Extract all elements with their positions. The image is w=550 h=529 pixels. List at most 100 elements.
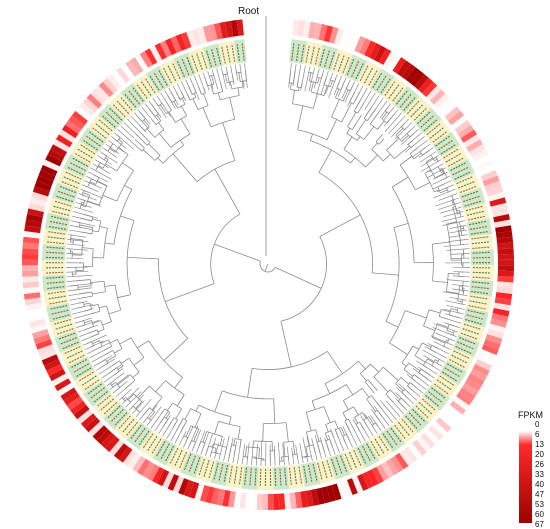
tree-leaf-branch bbox=[444, 317, 462, 324]
heatmap-cell bbox=[154, 43, 167, 60]
tree-leaf-branch bbox=[438, 193, 458, 201]
tree-leaf-branch bbox=[386, 395, 404, 414]
leaf-label bbox=[96, 394, 111, 408]
leaf-label bbox=[98, 118, 113, 132]
tree-branch bbox=[176, 394, 185, 407]
tree-branch bbox=[366, 398, 376, 412]
leaf-label bbox=[359, 64, 369, 82]
heatmap-cell bbox=[77, 409, 94, 424]
leaf-label bbox=[324, 49, 331, 68]
tree-branch bbox=[446, 291, 459, 294]
tree-branch bbox=[92, 291, 106, 295]
tree-branch bbox=[121, 357, 130, 364]
heatmap-cell bbox=[326, 485, 337, 502]
tree-branch bbox=[331, 99, 340, 118]
tree-leaf-branch bbox=[216, 68, 224, 93]
tree-branch bbox=[155, 380, 166, 393]
tree-branch bbox=[79, 224, 94, 229]
leaf-label bbox=[78, 371, 95, 382]
legend-tick-label: 53 bbox=[535, 500, 544, 509]
tree-leaf-branch bbox=[144, 103, 159, 121]
tree-branch bbox=[439, 167, 443, 170]
tree-leaf-branch bbox=[434, 332, 455, 342]
heatmap-cell bbox=[92, 425, 108, 441]
heatmap-cell bbox=[40, 164, 58, 177]
tree-branch bbox=[102, 321, 112, 326]
tree-leaf-branch bbox=[364, 414, 378, 434]
tree-leaf-branch bbox=[345, 423, 358, 446]
leaf-label bbox=[205, 49, 212, 68]
tree-leaf-branch bbox=[127, 118, 141, 133]
tree-branch bbox=[159, 104, 167, 114]
tree-leaf-branch bbox=[380, 400, 397, 421]
tree-leaf-branch bbox=[74, 317, 93, 324]
tree-leaf-branch bbox=[429, 163, 444, 172]
leaf-label bbox=[453, 350, 471, 360]
tree-leaf-branch bbox=[241, 444, 246, 465]
tree-branch bbox=[192, 98, 199, 110]
legend-color-bar bbox=[519, 431, 532, 523]
tree-leaf-branch bbox=[453, 271, 470, 273]
leaf-label bbox=[296, 43, 300, 62]
tree-branch bbox=[325, 424, 329, 433]
leaf-label bbox=[465, 205, 484, 212]
leaf-label bbox=[64, 171, 82, 180]
leaf-label bbox=[406, 100, 420, 114]
tree-branch bbox=[193, 93, 197, 98]
leaf-label bbox=[293, 467, 298, 486]
leaf-label bbox=[45, 271, 64, 274]
tree-branch bbox=[324, 432, 329, 441]
heatmap-cell bbox=[94, 85, 110, 101]
tree-branch bbox=[222, 122, 236, 161]
leaf-label bbox=[439, 375, 456, 387]
leaf-label bbox=[351, 60, 360, 78]
tree-leaf-branch bbox=[70, 220, 96, 227]
heatmap-cell bbox=[23, 292, 41, 300]
tree-leaf-branch bbox=[214, 442, 220, 459]
tree-branch bbox=[111, 381, 116, 386]
heatmap-cell bbox=[36, 175, 54, 187]
leaf-label bbox=[317, 462, 323, 481]
heatmap-cell bbox=[183, 480, 195, 497]
leaf-label bbox=[210, 48, 217, 66]
tree-leaf-branch bbox=[130, 115, 147, 133]
tree-branch bbox=[100, 339, 109, 344]
leaf-label bbox=[291, 42, 295, 61]
heatmap-cell bbox=[147, 464, 160, 481]
tree-leaf-branch bbox=[139, 407, 151, 421]
leaf-label bbox=[164, 445, 175, 463]
heatmap-cell bbox=[334, 28, 345, 46]
tree-leaf-branch bbox=[86, 342, 111, 355]
tree-branch bbox=[133, 143, 143, 152]
tree-leaf-branch bbox=[125, 391, 142, 408]
leaf-label bbox=[376, 74, 387, 91]
leaf-label bbox=[198, 458, 205, 477]
heatmap-cell bbox=[407, 443, 423, 460]
leaf-label bbox=[413, 107, 428, 121]
tree-leaf-branch bbox=[383, 106, 395, 120]
tree-branch bbox=[167, 402, 173, 411]
tree-leaf-branch bbox=[102, 147, 118, 158]
tree-leaf-branch bbox=[142, 405, 158, 424]
tree-branch bbox=[292, 90, 295, 104]
heatmap-cell bbox=[480, 170, 498, 182]
tree-branch bbox=[434, 189, 440, 193]
leaf-label bbox=[183, 453, 192, 471]
heatmap-cell bbox=[213, 22, 223, 40]
tree-leaf-branch bbox=[400, 125, 416, 140]
tree-leaf-branch bbox=[394, 122, 413, 140]
tree-leaf-branch bbox=[324, 437, 331, 457]
tree-leaf-branch bbox=[337, 77, 347, 97]
heatmap-cell bbox=[48, 368, 66, 382]
tree-leaf-branch bbox=[394, 397, 408, 411]
leaf-label bbox=[472, 271, 491, 274]
tree-leaf-branch bbox=[227, 437, 234, 463]
tree-branch bbox=[102, 194, 118, 202]
tree-leaf-branch bbox=[300, 65, 306, 91]
leaf-label bbox=[233, 466, 238, 485]
heatmap-cell bbox=[225, 20, 234, 38]
heatmap-cell bbox=[58, 129, 76, 143]
tree-leaf-branch bbox=[148, 100, 162, 118]
tree-leaf-branch bbox=[137, 109, 151, 125]
tree-branch bbox=[84, 320, 92, 324]
